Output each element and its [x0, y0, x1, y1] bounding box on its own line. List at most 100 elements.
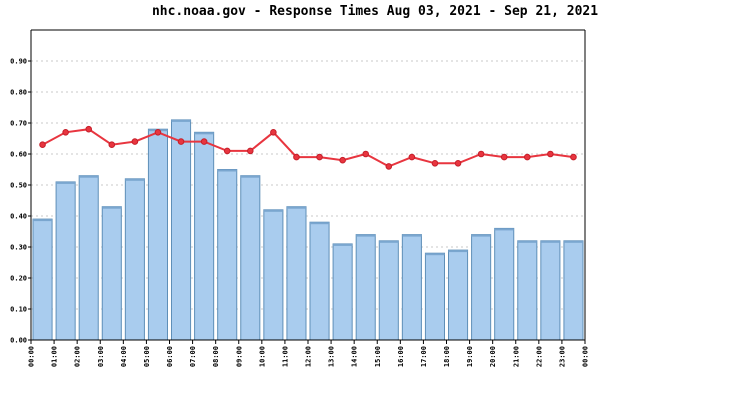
bar [540, 240, 561, 341]
x-tick-label: 09:00 [235, 346, 243, 367]
series-point [523, 153, 531, 161]
bar [471, 234, 492, 341]
x-tick-label: 15:00 [374, 346, 382, 367]
series-point [408, 153, 416, 161]
x-tick-label: 08:00 [212, 346, 220, 367]
x-tick-label: 17:00 [420, 346, 428, 367]
line-layer [39, 125, 577, 170]
x-tick-label: 16:00 [397, 346, 405, 367]
bar [401, 234, 422, 341]
bar [517, 240, 538, 341]
x-tick-label: 12:00 [305, 346, 313, 367]
bar [494, 227, 515, 341]
bar [309, 221, 330, 341]
bars-layer [32, 119, 584, 341]
bar [55, 181, 76, 341]
x-tick-label: 20:00 [489, 346, 497, 367]
series-point [477, 150, 485, 158]
bar [332, 243, 353, 341]
series-point [108, 141, 116, 148]
bar [32, 218, 53, 341]
x-tick-label: 11:00 [281, 346, 289, 367]
bar-top-edge [194, 132, 214, 135]
series-point [293, 153, 300, 161]
bar [378, 240, 399, 341]
series-point [177, 138, 185, 145]
bar [171, 119, 192, 341]
series-point [223, 147, 231, 155]
series-point [385, 163, 393, 170]
bar [194, 131, 215, 341]
x-tick-label: 13:00 [328, 346, 336, 367]
series-point [85, 125, 93, 133]
x-tick-label: 02:00 [74, 346, 82, 367]
x-tick-label: 00:00 [582, 346, 590, 367]
x-tick-label: 19:00 [466, 346, 474, 367]
bar-top-edge [240, 175, 260, 178]
bar-top-edge [56, 181, 76, 184]
y-tick-label: 0.40 [10, 213, 27, 221]
bar [78, 175, 99, 341]
series-point [362, 150, 370, 158]
x-tick-label: 03:00 [97, 346, 105, 367]
series-point [339, 156, 346, 164]
bar-top-edge [517, 240, 537, 243]
bar [263, 209, 284, 341]
bar [424, 252, 445, 341]
series-point [547, 150, 554, 158]
bar-top-edge [448, 250, 468, 253]
y-tick-label: 0.90 [10, 58, 27, 66]
bar [563, 240, 584, 341]
bar-top-edge [356, 234, 376, 237]
bar [286, 206, 307, 341]
bar-top-edge [425, 253, 445, 256]
labels-layer: 0.00 0.10 0.20 0.30 0.40 0.50 0.60 0.70 0.80 0.90… [10, 58, 589, 368]
bar-top-edge [263, 209, 283, 212]
bar-top-edge [563, 240, 583, 243]
series-point [316, 153, 323, 161]
x-tick-label: 23:00 [558, 346, 566, 367]
bar-top-edge [333, 243, 353, 246]
y-tick-label: 0.80 [10, 89, 27, 97]
bar [448, 249, 469, 341]
bar-top-edge [540, 240, 560, 243]
chart-title: nhc.noaa.gov - Response Times Aug 03, 20… [151, 4, 599, 19]
bar-top-edge [217, 169, 237, 172]
bar [217, 169, 238, 341]
grid-layer [31, 60, 585, 310]
y-tick-label: 0.20 [10, 275, 27, 283]
series-point [270, 129, 277, 136]
y-tick-label: 0.30 [10, 244, 27, 252]
x-tick-label: 21:00 [512, 346, 520, 367]
bar-top-edge [125, 178, 145, 181]
bar-top-edge [286, 206, 306, 209]
y-tick-label: 0.70 [10, 120, 27, 128]
x-tick-label: 04:00 [120, 346, 128, 367]
series-point [431, 160, 439, 167]
x-tick-label: 05:00 [143, 346, 151, 367]
series-point [500, 153, 508, 161]
y-tick-label: 0.00 [10, 337, 27, 345]
x-tick-label: 22:00 [535, 346, 543, 367]
series-point [39, 141, 46, 148]
x-tick-label: 18:00 [443, 346, 451, 367]
bar-top-edge [471, 234, 491, 237]
x-tick-label: 01:00 [51, 346, 59, 367]
bar-top-edge [379, 240, 399, 243]
bar [147, 128, 169, 341]
y-tick-label: 0.10 [10, 306, 27, 314]
y-tick-label: 0.50 [10, 182, 27, 190]
series-point [131, 138, 139, 145]
series-point [62, 129, 69, 136]
x-tick-label: 00:00 [28, 346, 36, 367]
bar-top-edge [102, 206, 122, 209]
series-point [154, 129, 162, 136]
axes-layer [28, 29, 586, 344]
bar-top-edge [494, 228, 514, 231]
bar-top-edge [33, 219, 53, 222]
bar-top-edge [310, 222, 330, 225]
series-point [570, 153, 577, 161]
bar [240, 175, 261, 341]
